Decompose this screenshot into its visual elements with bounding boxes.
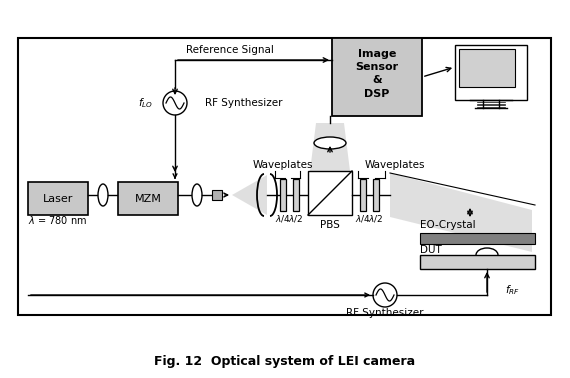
Text: $\lambda$/4: $\lambda$/4 (355, 212, 371, 223)
Bar (280, 179, 286, 211)
Bar (420, 255, 535, 269)
Ellipse shape (98, 184, 108, 206)
Text: Laser: Laser (43, 194, 73, 204)
Ellipse shape (314, 137, 346, 149)
Bar (455, 45, 527, 100)
Bar (118, 182, 178, 215)
Text: PC: PC (484, 62, 498, 72)
Text: Waveplates: Waveplates (253, 160, 314, 170)
Bar (212, 190, 222, 200)
Bar (360, 179, 366, 211)
Text: RF Synthesizer: RF Synthesizer (346, 308, 424, 318)
Text: Waveplates: Waveplates (365, 160, 425, 170)
Bar (308, 171, 352, 215)
Bar (293, 179, 299, 211)
Bar (28, 182, 88, 215)
Text: $f_{RF}$: $f_{RF}$ (505, 283, 520, 297)
Bar (332, 38, 422, 116)
Text: Sensor: Sensor (356, 62, 398, 72)
Text: PBS: PBS (320, 220, 340, 230)
Bar (420, 233, 535, 244)
Text: DSP: DSP (364, 89, 390, 99)
Text: Image: Image (358, 49, 396, 59)
Bar (459, 49, 515, 87)
Circle shape (373, 283, 397, 307)
Text: $\lambda$/2: $\lambda$/2 (288, 212, 304, 223)
Ellipse shape (192, 184, 202, 206)
Text: RF Synthesizer: RF Synthesizer (205, 98, 283, 108)
Text: EO-Crystal: EO-Crystal (420, 220, 475, 230)
Text: MZM: MZM (135, 194, 161, 204)
Bar (373, 179, 379, 211)
Text: $\lambda$ = 780 nm: $\lambda$ = 780 nm (28, 214, 88, 226)
Text: $\lambda$/2: $\lambda$/2 (368, 212, 384, 223)
Bar (18, 38, 551, 315)
Text: Fig. 12  Optical system of LEI camera: Fig. 12 Optical system of LEI camera (154, 355, 416, 369)
Text: $\lambda$/4: $\lambda$/4 (275, 212, 291, 223)
Text: $f_{LO}$: $f_{LO}$ (138, 96, 153, 110)
Polygon shape (232, 175, 267, 215)
Text: &: & (372, 75, 382, 85)
Text: Reference Signal: Reference Signal (186, 45, 274, 55)
Polygon shape (390, 173, 532, 252)
Circle shape (163, 91, 187, 115)
Polygon shape (310, 123, 350, 171)
Text: DUT: DUT (420, 245, 442, 255)
